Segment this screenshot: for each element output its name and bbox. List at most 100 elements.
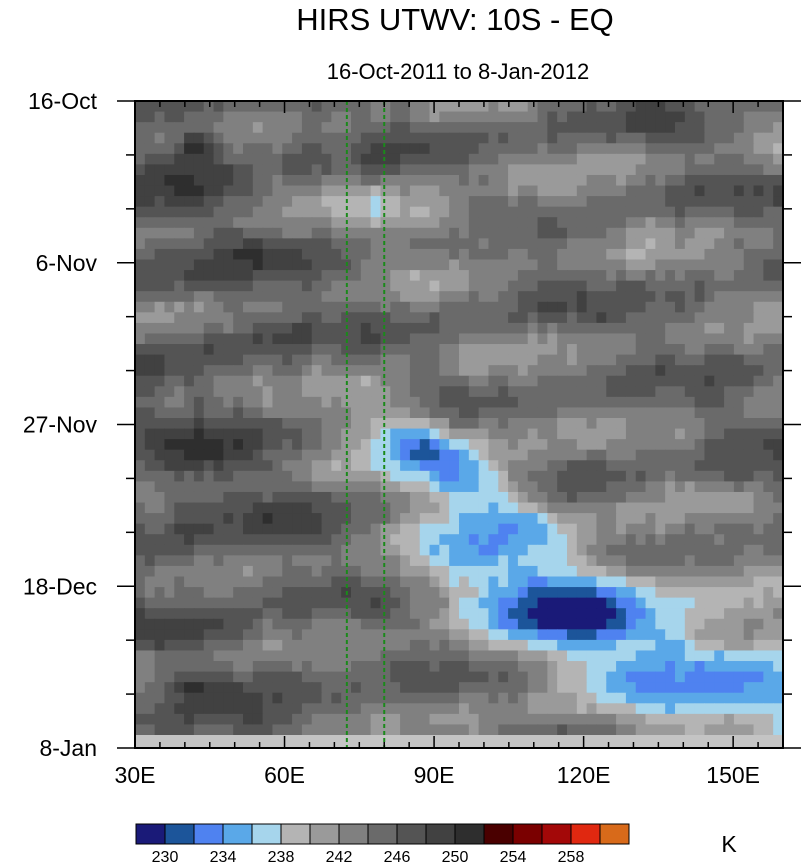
contour-cell <box>645 312 656 324</box>
contour-cell <box>488 386 499 398</box>
contour-cell <box>498 396 509 409</box>
contour-cell <box>351 153 362 165</box>
contour-cell <box>694 386 706 398</box>
contour-cell <box>586 344 598 356</box>
contour-cell <box>331 227 342 239</box>
contour-cell <box>429 724 440 736</box>
contour-cell <box>301 153 313 165</box>
contour-cell <box>184 650 195 662</box>
contour-cell <box>625 174 637 187</box>
contour-cell <box>576 491 588 504</box>
contour-cell <box>272 608 283 620</box>
colorbar-tick-label: 242 <box>326 849 353 864</box>
contour-cell <box>655 439 666 451</box>
contour-cell <box>547 333 558 345</box>
contour-cell <box>606 238 617 250</box>
contour-cell <box>714 481 725 493</box>
contour-cell <box>144 661 156 673</box>
contour-cell <box>635 164 647 176</box>
contour-cell <box>753 217 764 229</box>
contour-cell <box>409 502 421 514</box>
contour-cell <box>704 259 715 271</box>
contour-cell <box>380 703 391 715</box>
contour-cell <box>714 344 725 356</box>
contour-cell <box>341 470 352 482</box>
contour-cell <box>370 122 382 134</box>
contour-cell <box>468 460 480 472</box>
contour-cell <box>223 375 234 387</box>
contour-cell <box>292 629 303 641</box>
contour-cell <box>567 238 578 250</box>
contour-cell <box>243 555 254 567</box>
contour-cell <box>252 650 264 662</box>
contour-cell <box>252 322 264 335</box>
contour-cell <box>400 565 411 578</box>
contour-cell <box>596 101 607 113</box>
contour-cell <box>380 270 391 282</box>
reference-lines <box>345 101 386 748</box>
contour-cell <box>184 587 195 599</box>
contour-cell <box>272 449 283 461</box>
contour-cell <box>733 291 745 303</box>
contour-cell <box>743 650 755 662</box>
contour-cell <box>547 164 558 176</box>
contour-cell <box>684 111 696 123</box>
contour-cell <box>478 587 490 599</box>
contour-cell <box>429 597 440 609</box>
contour-cell <box>164 407 175 419</box>
contour-cell <box>724 217 735 229</box>
contour-cell <box>341 449 352 461</box>
contour-cell <box>243 280 254 292</box>
contour-cell <box>635 692 647 704</box>
contour-cell <box>233 481 244 493</box>
contour-cell <box>390 513 401 525</box>
contour-cell <box>262 608 274 620</box>
contour-cell <box>576 333 588 345</box>
contour-cell <box>262 418 274 430</box>
contour-cell <box>360 449 372 461</box>
contour-cell <box>753 629 764 641</box>
contour-cell <box>144 354 156 366</box>
contour-cell <box>625 291 637 303</box>
contour-cell <box>301 682 313 694</box>
contour-cell <box>233 238 244 250</box>
contour-cell <box>193 703 205 715</box>
contour-cell <box>547 470 558 482</box>
contour-cell <box>409 481 421 493</box>
contour-cell <box>213 713 224 726</box>
contour-cell <box>262 122 274 134</box>
contour-cell <box>586 565 598 578</box>
contour-cell <box>567 386 578 398</box>
contour-cell <box>292 608 303 620</box>
contour-cell <box>449 312 460 324</box>
contour-cell <box>223 650 234 662</box>
contour-cell <box>380 174 391 187</box>
contour-cell <box>193 185 205 197</box>
contour-cell <box>527 576 539 588</box>
contour-cell <box>282 227 293 239</box>
contour-cell <box>478 439 490 451</box>
contour-cell <box>459 153 470 165</box>
contour-cell <box>586 703 598 715</box>
contour-cell <box>498 692 509 704</box>
contour-cell <box>223 597 234 609</box>
contour-cell <box>753 206 764 218</box>
contour-cell <box>144 344 156 356</box>
contour-cell <box>724 354 735 366</box>
contour-cell <box>429 396 440 409</box>
contour-cell <box>252 227 264 239</box>
contour-cell <box>380 206 391 218</box>
contour-cell <box>164 682 175 694</box>
contour-cell <box>478 365 490 377</box>
contour-cell <box>724 449 735 461</box>
contour-cell <box>459 196 470 208</box>
contour-cell <box>724 396 735 409</box>
contour-cell <box>773 418 784 430</box>
contour-cell <box>488 217 499 229</box>
contour-cell <box>576 460 588 472</box>
contour-cell <box>773 639 784 652</box>
colorbar: 230 234 238 242 246 250 254 258 <box>135 823 630 864</box>
contour-cell <box>272 491 283 504</box>
contour-cell <box>635 565 647 578</box>
contour-cell <box>665 502 676 514</box>
